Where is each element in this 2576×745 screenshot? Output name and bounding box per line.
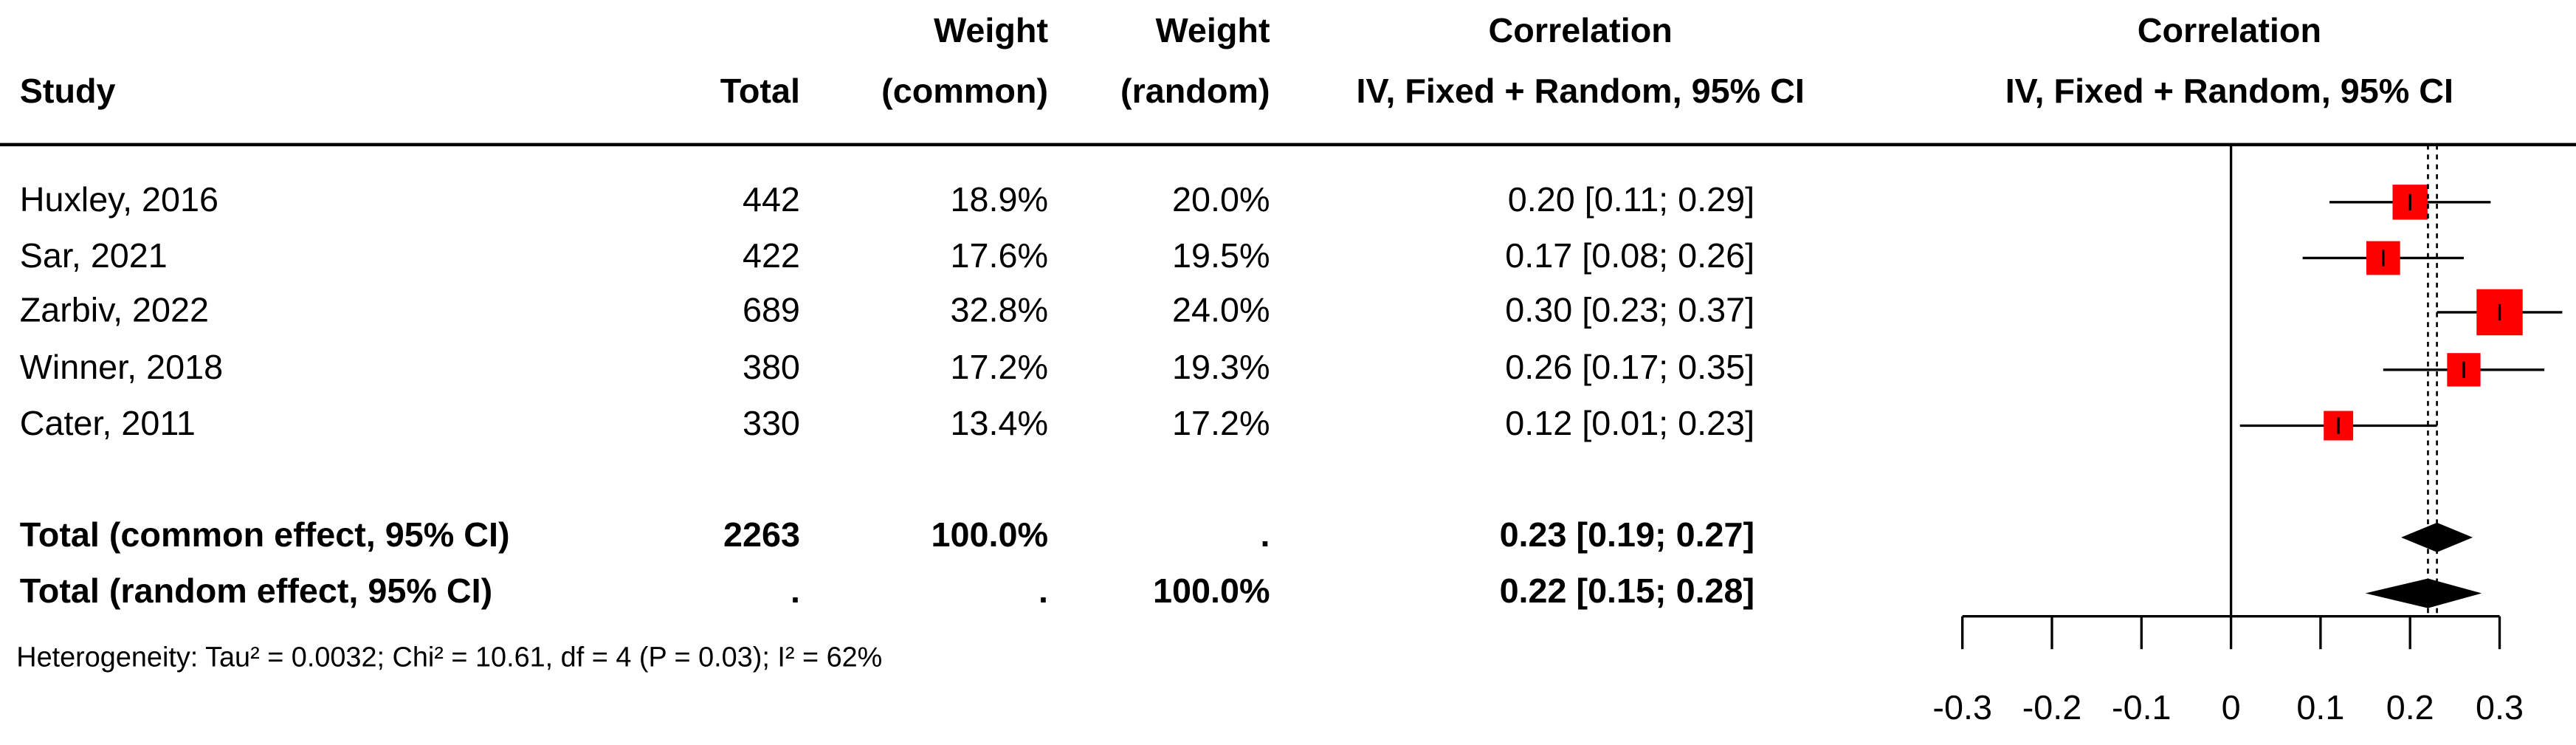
- study-name: Winner, 2018: [20, 348, 223, 386]
- study-name: Huxley, 2016: [20, 180, 218, 219]
- ci-label: 0.17 [0.08; 0.26]: [1505, 236, 1754, 275]
- x-tick-label: 0.1: [2296, 688, 2344, 727]
- ci-label: 0.26 [0.17; 0.35]: [1505, 348, 1754, 386]
- study-total: 330: [743, 404, 800, 442]
- pooled-diamond: [2401, 522, 2473, 552]
- weight-random: 17.2%: [1172, 404, 1270, 442]
- x-tick-label: 0.2: [2386, 688, 2434, 727]
- x-tick-label: 0.3: [2476, 688, 2524, 727]
- weight-random: 100.0%: [1153, 571, 1270, 610]
- x-tick-label: -0.1: [2112, 688, 2172, 727]
- weight-common: 13.4%: [951, 404, 1049, 442]
- header-total: Total: [720, 72, 800, 110]
- weight-random: 20.0%: [1172, 180, 1270, 219]
- heterogeneity: Heterogeneity: Tau² = 0.0032; Chi² = 10.…: [16, 642, 882, 673]
- header-ci: Correlation: [1489, 11, 1673, 49]
- pooled-diamond: [2365, 578, 2482, 608]
- weight-random: .: [1261, 515, 1270, 554]
- study-total: 689: [743, 290, 800, 329]
- weight-random: 19.3%: [1172, 348, 1270, 386]
- weight-common: 18.9%: [951, 180, 1049, 219]
- plot-header: IV, Fixed + Random, 95% CI: [2005, 72, 2453, 110]
- weight-common: 17.2%: [951, 348, 1049, 386]
- ci-label: 0.12 [0.01; 0.23]: [1505, 404, 1754, 442]
- weight-common: 32.8%: [951, 290, 1049, 329]
- header-study: Study: [20, 72, 116, 110]
- header-weight: Weight: [1156, 11, 1270, 49]
- ci-label: 0.30 [0.23; 0.37]: [1505, 290, 1754, 329]
- x-tick-label: 0: [2222, 688, 2241, 727]
- header-ci: IV, Fixed + Random, 95% CI: [1357, 72, 1805, 110]
- study-name: Zarbiv, 2022: [20, 290, 209, 329]
- ci-label: 0.23 [0.19; 0.27]: [1500, 515, 1755, 554]
- x-tick-label: -0.3: [1932, 688, 1992, 727]
- weight-random: 24.0%: [1172, 290, 1270, 329]
- weight-common: 17.6%: [951, 236, 1049, 275]
- study-name: Cater, 2011: [20, 404, 196, 442]
- weight-random: 19.5%: [1172, 236, 1270, 275]
- pooled-total: .: [791, 571, 800, 610]
- ci-label: 0.20 [0.11; 0.29]: [1508, 180, 1754, 219]
- x-tick-label: -0.2: [2022, 688, 2082, 727]
- pooled-total: 2263: [723, 515, 800, 554]
- header-weight: Weight: [934, 11, 1048, 49]
- study-total: 442: [743, 180, 800, 219]
- weight-common: .: [1039, 571, 1048, 610]
- header-weight: (common): [881, 72, 1048, 110]
- ci-label: 0.22 [0.15; 0.28]: [1500, 571, 1755, 610]
- plot-header: Correlation: [2138, 11, 2321, 49]
- pooled-name: Total (random effect, 95% CI): [20, 571, 493, 610]
- study-total: 380: [743, 348, 800, 386]
- study-total: 422: [743, 236, 800, 275]
- header-weight: (random): [1120, 72, 1270, 110]
- study-name: Sar, 2021: [20, 236, 168, 275]
- pooled-name: Total (common effect, 95% CI): [20, 515, 510, 554]
- weight-common: 100.0%: [931, 515, 1049, 554]
